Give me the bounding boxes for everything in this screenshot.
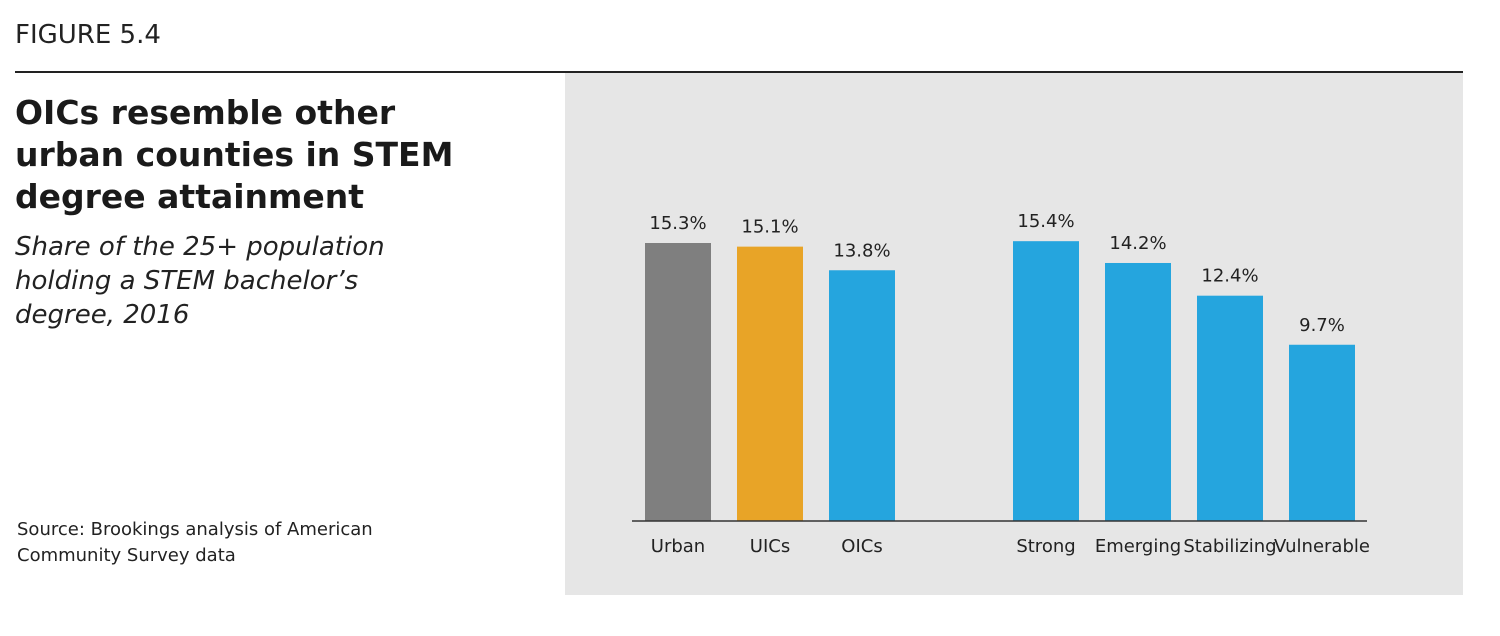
x-tick-label: Urban xyxy=(651,536,705,557)
value-label: 15.4% xyxy=(1017,211,1074,232)
bar xyxy=(1013,241,1079,521)
source-note: Source: Brookings analysis of American C… xyxy=(17,519,373,566)
value-label: 9.7% xyxy=(1299,315,1345,336)
x-tick-label: Stabilizing xyxy=(1183,536,1276,557)
figure-label: FIGURE 5.4 xyxy=(15,20,161,50)
chart-subtitle: Share of the 25+ population holding a ST… xyxy=(15,232,385,330)
bar xyxy=(645,242,711,521)
x-tick-label: Strong xyxy=(1016,536,1075,557)
value-label: 13.8% xyxy=(833,240,890,261)
value-label: 15.1% xyxy=(741,217,798,238)
bar xyxy=(1289,344,1355,521)
value-label: 14.2% xyxy=(1109,233,1166,254)
value-label: 12.4% xyxy=(1201,266,1258,287)
chart-title: OICs resemble other urban counties in ST… xyxy=(15,93,454,216)
value-label: 15.3% xyxy=(649,213,706,234)
bar xyxy=(1197,295,1263,521)
bar xyxy=(1105,262,1171,521)
bar xyxy=(829,270,895,521)
x-tick-label: Emerging xyxy=(1095,536,1181,557)
bar xyxy=(737,246,803,521)
x-tick-label: OICs xyxy=(841,536,882,557)
x-tick-label: UICs xyxy=(750,536,790,557)
x-tick-label: Vulnerable xyxy=(1274,536,1370,557)
rule xyxy=(15,71,1463,73)
